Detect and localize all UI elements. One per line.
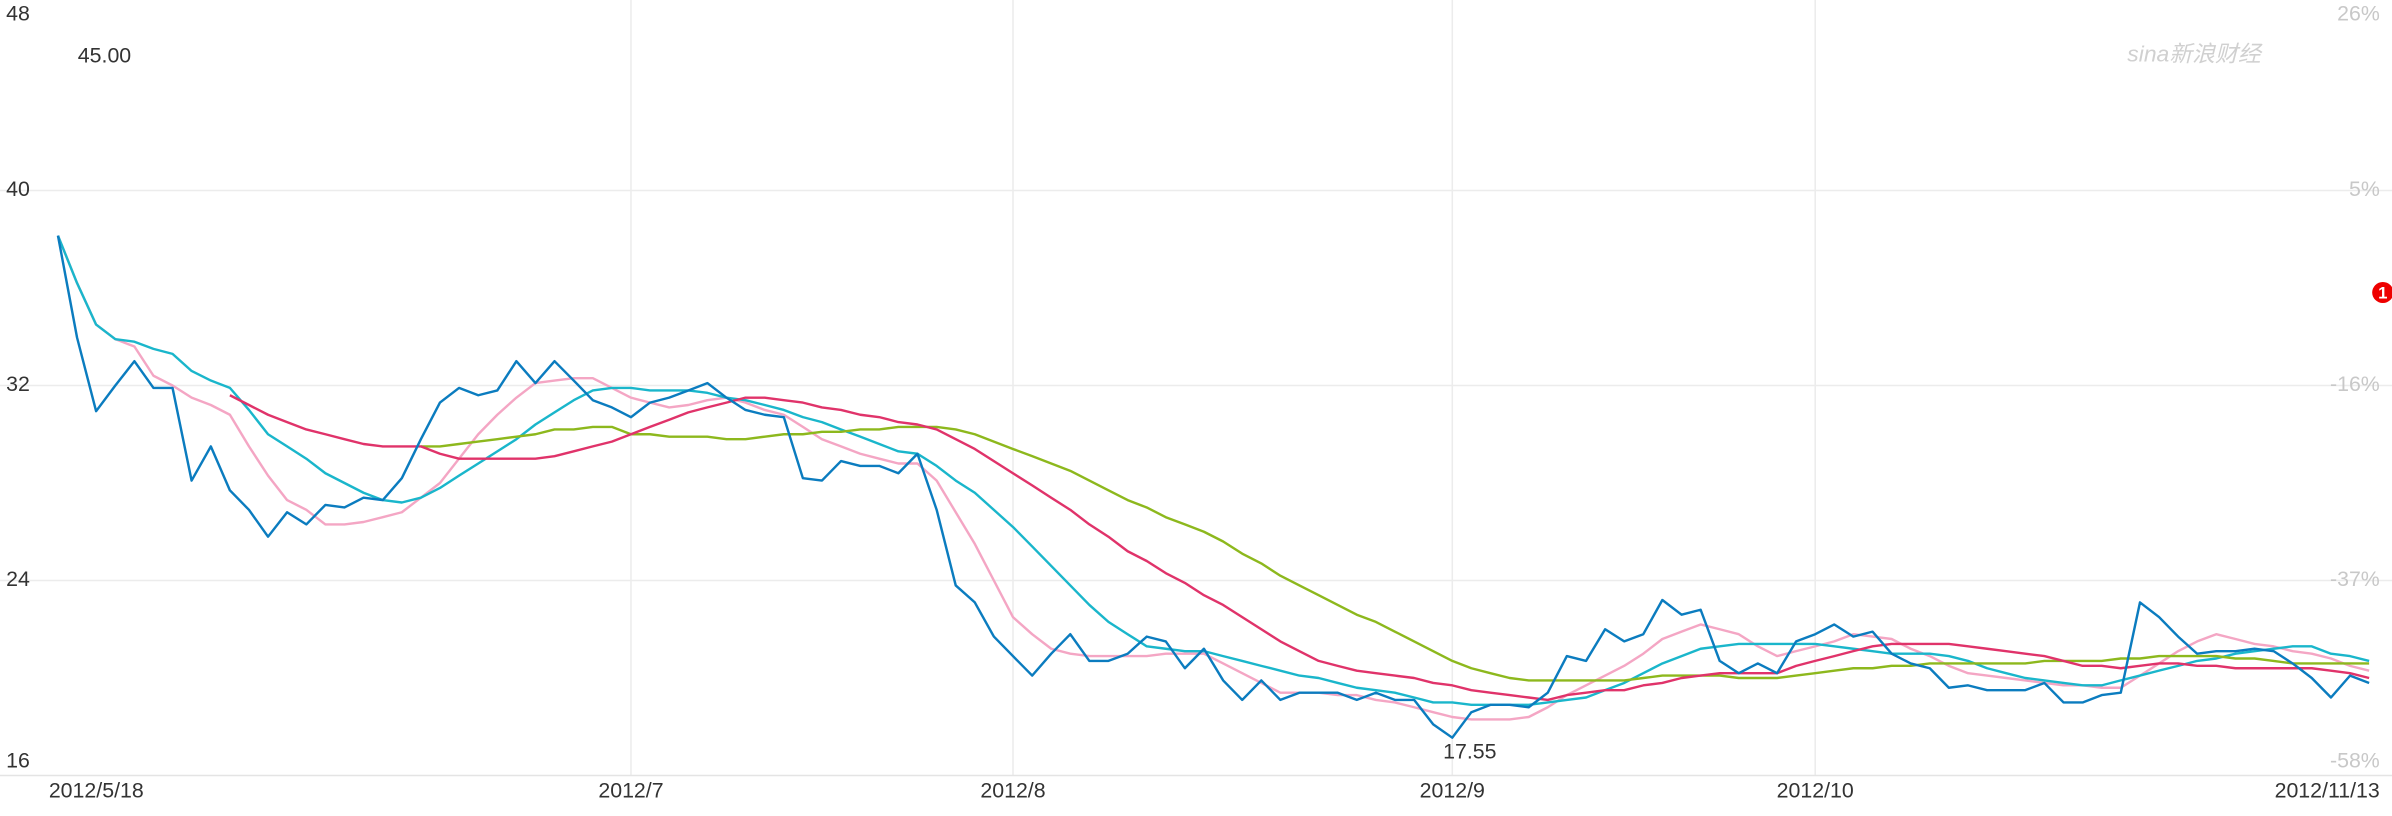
series-line [56,235,2370,739]
y-tick-label: 40 [6,178,30,201]
series-line [229,394,2370,702]
y2-tick-label: 26% [2337,3,2380,26]
annotation: 45.00 [78,45,131,68]
x-tick-label: 2012/7 [598,780,663,803]
watermark: sina新浪财经 [2127,41,2263,67]
y-tick-label: 24 [6,568,30,591]
x-tick-label: 2012/10 [1777,780,1854,803]
x-tick-label: 2012/9 [1420,780,1485,803]
y2-tick-label: -37% [2330,568,2380,591]
annotation: 17.55 [1443,741,1496,764]
y2-tick-label: 5% [2349,178,2380,201]
y-tick-label: 16 [6,750,30,773]
series-line [420,425,2370,682]
badge: 1 [2378,283,2387,302]
badge-circle [2372,282,2392,303]
x-tick-label: 2012/5/18 [49,780,144,803]
series-line [56,235,2370,707]
series-line [56,235,2370,721]
y-tick-label: 48 [6,3,30,26]
y2-tick-label: -16% [2330,373,2380,396]
y2-tick-label: -58% [2330,750,2380,773]
y-tick-label: 32 [6,373,30,396]
x-tick-label: 2012/8 [980,780,1045,803]
x-tick-label: 2012/11/13 [2275,780,2380,803]
